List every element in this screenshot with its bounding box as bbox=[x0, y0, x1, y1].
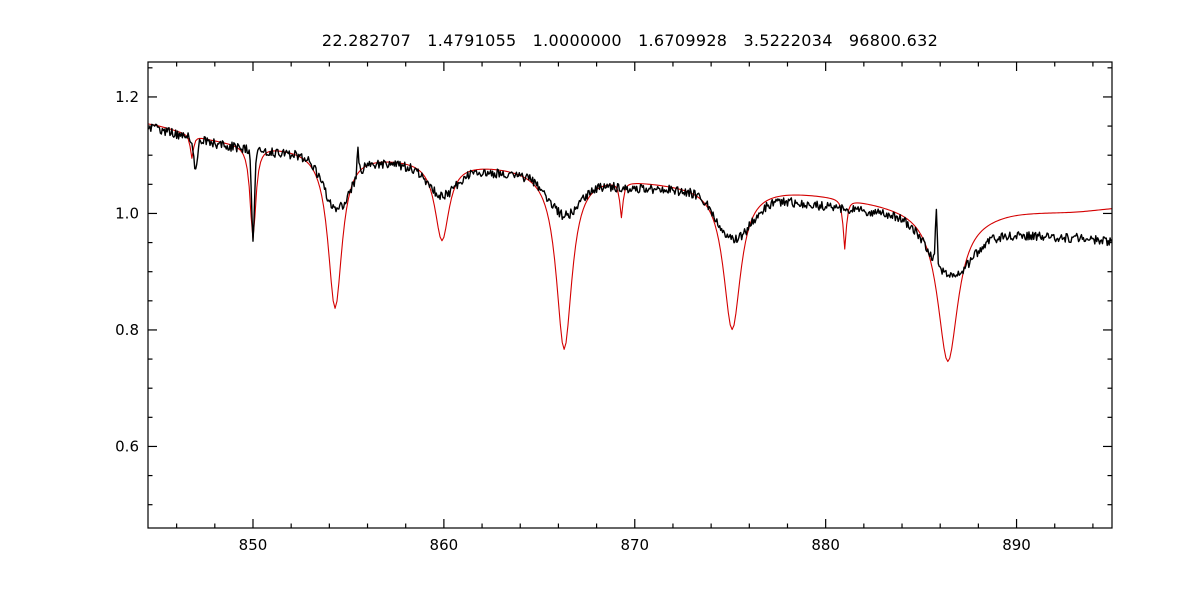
model-spectrum-line bbox=[147, 123, 1113, 363]
x-tick-label: 880 bbox=[811, 536, 840, 554]
x-tick-label: 860 bbox=[430, 536, 459, 554]
x-tick-label: 890 bbox=[1002, 536, 1031, 554]
y-tick-label: 1.0 bbox=[115, 204, 139, 222]
y-tick-label: 0.6 bbox=[115, 437, 139, 455]
y-tick-label: 1.2 bbox=[115, 88, 139, 106]
x-tick-label: 870 bbox=[620, 536, 649, 554]
y-tick-label: 0.8 bbox=[115, 321, 139, 339]
plot-frame bbox=[147, 61, 1113, 529]
x-tick-label: 850 bbox=[239, 536, 268, 554]
observed-spectrum-line bbox=[147, 123, 1113, 278]
plot-title-parameters: 22.282707 1.4791055 1.0000000 1.6709928 … bbox=[321, 31, 939, 50]
